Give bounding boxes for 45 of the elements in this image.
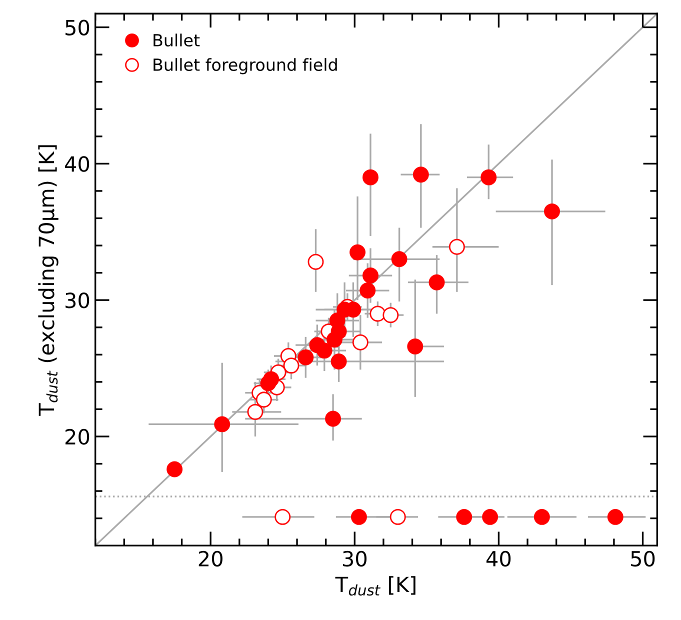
point	[274, 508, 291, 525]
point	[329, 312, 346, 329]
point	[607, 508, 624, 525]
point	[330, 353, 347, 370]
y-tick-label: 30	[66, 292, 90, 308]
point	[407, 338, 424, 354]
x-tick-label: 40	[486, 550, 511, 567]
x-axis-title: T$_{dust}$ [K]	[335, 576, 416, 596]
point	[534, 508, 550, 525]
point	[448, 238, 465, 255]
point	[482, 508, 498, 525]
point	[166, 461, 183, 478]
point	[350, 244, 366, 260]
point	[350, 508, 367, 525]
x-tick-label: 50	[631, 550, 655, 567]
legend-label: Bullet foreground field	[154, 58, 337, 74]
point	[370, 306, 386, 322]
point	[298, 349, 314, 366]
point	[256, 392, 272, 408]
point	[263, 371, 280, 388]
point	[428, 274, 445, 290]
point	[283, 358, 300, 374]
point	[214, 416, 230, 432]
point	[391, 251, 408, 268]
point	[316, 342, 332, 359]
point	[412, 166, 429, 183]
point	[390, 508, 406, 525]
y-tick-label: 40	[64, 156, 90, 172]
legend-label: Bullet	[154, 34, 200, 47]
y-tick-label: 20	[65, 428, 90, 445]
x-tick-label: 20	[198, 550, 222, 567]
point	[456, 508, 472, 525]
y-axis-title: T$_{dust}$ (excluding 70μm) [K]	[38, 145, 58, 416]
point	[382, 307, 399, 324]
point	[308, 254, 324, 270]
y-tick-label: 50	[66, 20, 90, 36]
point	[247, 404, 264, 420]
x-tick-label: 30	[342, 550, 367, 567]
point	[352, 334, 368, 350]
point	[544, 203, 560, 220]
point	[325, 410, 342, 427]
point	[360, 282, 376, 299]
point	[362, 169, 378, 186]
point	[362, 268, 378, 284]
point	[480, 169, 497, 186]
